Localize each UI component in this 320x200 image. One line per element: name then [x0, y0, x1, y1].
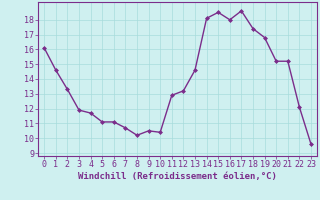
X-axis label: Windchill (Refroidissement éolien,°C): Windchill (Refroidissement éolien,°C): [78, 172, 277, 181]
